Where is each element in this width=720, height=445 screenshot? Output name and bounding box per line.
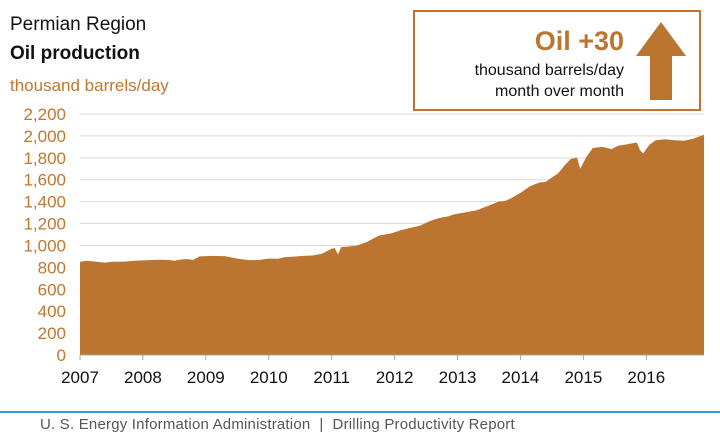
x-tick-label: 2008 — [124, 368, 162, 387]
x-tick-label: 2013 — [439, 368, 477, 387]
callout-line-2: month over month — [495, 83, 624, 100]
footer-report: Drilling Productivity Report — [332, 416, 515, 433]
x-tick-label: 2016 — [627, 368, 665, 387]
x-tick-label: 2011 — [313, 368, 350, 387]
y-tick-label: 0 — [57, 346, 66, 365]
region-label: Permian Region — [10, 14, 147, 35]
unit-label: thousand barrels/day — [10, 76, 169, 95]
footer: U. S. Energy Information Administration |… — [40, 416, 515, 433]
y-tick-label: 200 — [38, 324, 66, 343]
x-tick-label: 2007 — [61, 368, 99, 387]
footer-source: U. S. Energy Information Administration — [40, 416, 311, 433]
x-tick-label: 2012 — [376, 368, 414, 387]
y-tick-label: 400 — [38, 302, 66, 321]
chart-title: Oil production — [10, 43, 140, 64]
x-tick-label: 2014 — [502, 368, 540, 387]
y-tick-label: 1,200 — [23, 215, 66, 234]
footer-separator: | — [319, 416, 324, 433]
arrow-up-icon — [636, 22, 686, 100]
y-tick-label: 600 — [38, 280, 66, 299]
change-callout: Oil +30 thousand barrels/day month over … — [413, 10, 701, 111]
y-tick-label: 1,000 — [23, 236, 66, 255]
callout-line-1: thousand barrels/day — [474, 62, 624, 79]
series-area — [80, 134, 704, 355]
y-tick-label: 1,600 — [23, 171, 66, 190]
production-chart: 2007 2008 2009 2010 2011 2012 2013 2014 2015 2016… — [23, 105, 704, 387]
y-tick-label: 1,800 — [23, 149, 66, 168]
y-tick-label: 800 — [38, 258, 66, 277]
x-tick-label: 2009 — [187, 368, 225, 387]
y-tick-label: 1,400 — [23, 193, 66, 212]
x-tick-label: 2015 — [564, 368, 602, 387]
callout-headline: Oil +30 — [534, 26, 624, 56]
x-tick-label: 2010 — [250, 368, 288, 387]
y-tick-label: 2,000 — [23, 127, 66, 146]
footer-rule — [0, 411, 720, 413]
y-tick-label: 2,200 — [23, 105, 66, 124]
